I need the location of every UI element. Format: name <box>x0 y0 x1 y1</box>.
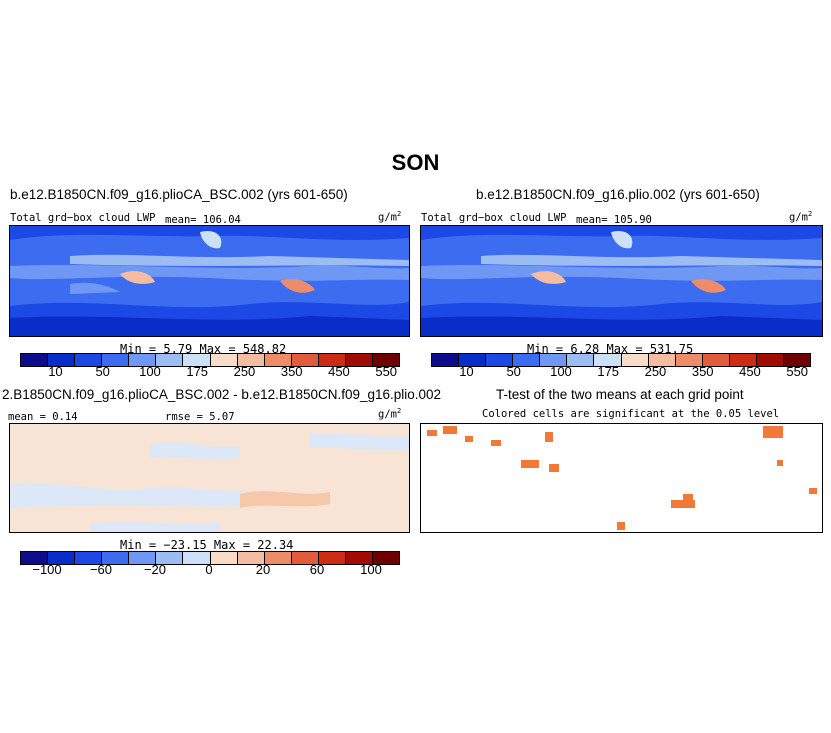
panel2-map <box>420 225 823 337</box>
colorbar-swatch <box>75 354 103 366</box>
colorbar-swatch <box>648 354 676 366</box>
panel2-variable: Total grd−box cloud LWP <box>421 212 567 224</box>
colorbar-swatch <box>21 552 49 564</box>
panel2-title: b.e12.B1850CN.f09_g16.plio.002 (yrs 601-… <box>476 187 760 202</box>
colorbar-swatch <box>702 354 730 366</box>
panel2-colorbar-ticks: 10 50 100 175 250 350 450 550 <box>431 364 809 379</box>
panel3-units: g/m2 <box>378 407 402 421</box>
colorbar-tick-label: 20 <box>255 562 271 577</box>
panel4-map <box>420 423 823 533</box>
colorbar-swatch <box>21 354 49 366</box>
colorbar-tick-label: −100 <box>32 562 62 577</box>
panel2-minmax: Min = 6.28 Max = 531.75 <box>527 342 694 356</box>
colorbar-swatch <box>210 552 238 564</box>
colorbar-swatch <box>621 354 649 366</box>
colorbar-tick-label: 175 <box>186 364 209 379</box>
colorbar-swatch <box>48 354 76 366</box>
colorbar-tick-label: 10 <box>48 364 63 379</box>
panel2-units: g/m2 <box>789 210 813 224</box>
colorbar-tick-label: 550 <box>786 364 809 379</box>
colorbar-swatch <box>102 354 130 366</box>
panel1-title: b.e12.B1850CN.f09_g16.plioCA_BSC.002 (yr… <box>10 187 348 202</box>
panel1-mean: mean= 106.04 <box>165 214 241 226</box>
panel1-colorbar <box>20 353 400 367</box>
panel1-units: g/m2 <box>378 210 402 224</box>
colorbar-swatch <box>48 552 76 564</box>
panel1-colorbar-ticks: 10 50 100 175 250 350 450 550 <box>20 364 398 379</box>
colorbar-swatch <box>264 552 292 564</box>
colorbar-swatch <box>756 354 785 366</box>
colorbar-swatch <box>318 552 346 564</box>
colorbar-swatch <box>373 354 400 366</box>
colorbar-tick-label: 50 <box>95 364 110 379</box>
colorbar-swatch <box>210 354 238 366</box>
colorbar-swatch <box>513 354 541 366</box>
panel2-mean: mean= 105.90 <box>576 214 652 226</box>
colorbar-swatch <box>291 552 319 564</box>
colorbar-swatch <box>102 552 130 564</box>
colorbar-tick-label: 100 <box>550 364 572 379</box>
panel3-map <box>9 423 410 533</box>
colorbar-tick-label: 250 <box>644 364 667 379</box>
colorbar-tick-label: 550 <box>375 364 398 379</box>
colorbar-swatch <box>345 552 374 564</box>
panel4-title: T-test of the two means at each grid poi… <box>496 387 744 402</box>
colorbar-swatch <box>318 354 346 366</box>
colorbar-swatch <box>264 354 292 366</box>
colorbar-swatch <box>129 552 157 564</box>
colorbar-swatch <box>237 552 265 564</box>
colorbar-tick-label: 50 <box>506 364 521 379</box>
colorbar-swatch <box>129 354 157 366</box>
panel3-colorbar-ticks: −100 −60 −20 0 20 60 100 <box>20 562 398 577</box>
colorbar-tick-label: 350 <box>691 364 714 379</box>
colorbar-tick-label: 100 <box>360 562 382 577</box>
colorbar-swatch <box>345 354 374 366</box>
colorbar-tick-label: 10 <box>459 364 474 379</box>
colorbar-tick-label: −20 <box>143 562 167 577</box>
colorbar-swatch <box>729 354 757 366</box>
season-title: SON <box>391 150 440 175</box>
colorbar-swatch <box>237 354 265 366</box>
colorbar-tick-label: 350 <box>280 364 303 379</box>
colorbar-swatch <box>784 354 811 366</box>
colorbar-swatch <box>567 354 595 366</box>
colorbar-swatch <box>75 552 103 564</box>
colorbar-swatch <box>373 552 400 564</box>
colorbar-tick-label: 250 <box>233 364 256 379</box>
colorbar-tick-label: 175 <box>597 364 620 379</box>
colorbar-swatch <box>675 354 703 366</box>
colorbar-swatch <box>486 354 514 366</box>
colorbar-swatch <box>540 354 568 366</box>
panel3-rmse: rmse = 5.07 <box>165 411 235 423</box>
colorbar-tick-label: 60 <box>309 562 325 577</box>
colorbar-swatch <box>183 354 211 366</box>
panel3-title: 2.B1850CN.f09_g16.plioCA_BSC.002 - b.e12… <box>2 387 442 402</box>
colorbar-tick-label: 0 <box>205 562 213 577</box>
panel4-subtitle: Colored cells are significant at the 0.0… <box>482 408 780 420</box>
colorbar-swatch <box>432 354 460 366</box>
panel1-map <box>9 225 410 337</box>
colorbar-swatch <box>183 552 211 564</box>
colorbar-swatch <box>459 354 487 366</box>
colorbar-swatch <box>156 552 184 564</box>
colorbar-swatch <box>156 354 184 366</box>
colorbar-swatch <box>594 354 622 366</box>
colorbar-tick-label: 100 <box>139 364 161 379</box>
panel2-colorbar <box>431 353 811 367</box>
panel3-colorbar <box>20 551 400 565</box>
panel1-variable: Total grd−box cloud LWP <box>10 212 156 224</box>
colorbar-tick-label: 450 <box>739 364 761 379</box>
panel3-minmax: Min = −23.15 Max = 22.34 <box>120 538 294 552</box>
colorbar-swatch <box>291 354 319 366</box>
panel1-minmax: Min = 5.79 Max = 548.82 <box>120 342 287 356</box>
colorbar-tick-label: −60 <box>89 562 113 577</box>
panel3-mean: mean = 0.14 <box>8 411 78 423</box>
colorbar-tick-label: 450 <box>328 364 350 379</box>
